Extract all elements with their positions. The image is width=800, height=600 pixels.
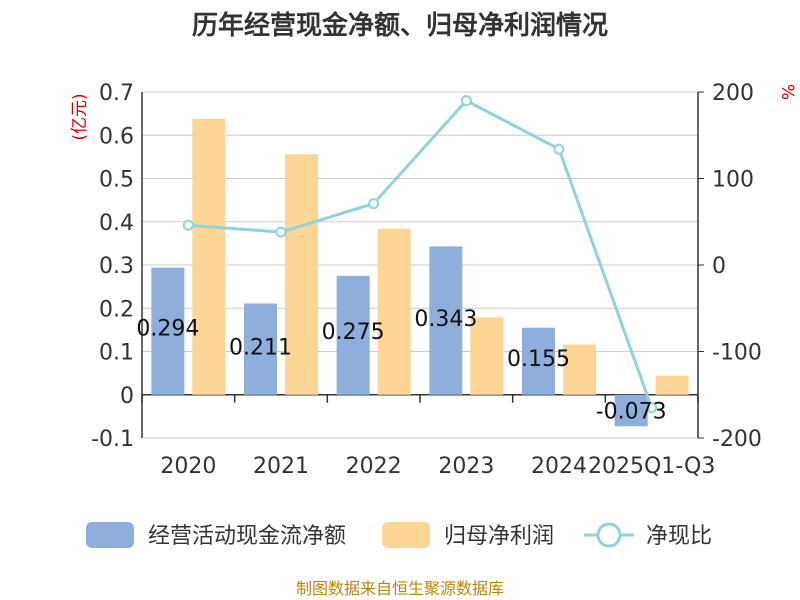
left-axis-unit: (亿元) [70, 93, 90, 140]
data-source-note: 制图数据来自恒生聚源数据库 [296, 579, 504, 598]
cash-data-label: 0.275 [322, 320, 385, 345]
left-axis-tick-label: 0.7 [99, 81, 134, 106]
left-axis-tick-label: 0 [120, 384, 134, 409]
bar-profit [563, 344, 596, 395]
legend-label-ratio: 净现比 [646, 524, 712, 549]
x-axis-category-label: 2020 [160, 454, 216, 479]
left-axis-tick-label: -0.1 [91, 427, 134, 452]
bar-cash [429, 246, 463, 395]
left-axis-tick-label: 0.4 [99, 211, 134, 236]
cash-data-label: -0.073 [596, 399, 667, 424]
cash-data-label: 0.343 [414, 307, 477, 332]
axes: -0.1 0 0.1 0.2 0.3 0.4 0.5 0.6 0.7 -200 -100 0 100 20… [91, 81, 762, 479]
legend-label-cash: 经营活动现金流净额 [148, 524, 346, 549]
bar-cash [244, 303, 277, 395]
bar-cash [614, 394, 648, 427]
ratio-point [460, 95, 472, 107]
left-axis-tick-label: 0.5 [99, 168, 134, 193]
legend: 经营活动现金流净额 归母净利润 净现比 [86, 522, 712, 549]
legend-swatch-cash [86, 522, 134, 548]
ratio-point [275, 226, 287, 238]
ratio-series-line [188, 99, 654, 409]
left-axis-tick-label: 0.2 [99, 297, 134, 322]
bar-profit [192, 118, 226, 395]
legend-label-profit: 归母净利润 [444, 524, 554, 549]
right-axis-tick-label: -200 [712, 427, 762, 452]
bar-cash [522, 327, 555, 395]
right-axis-tick-label: -100 [712, 341, 762, 366]
ratio-point [368, 198, 380, 210]
cash-data-label: 0.211 [229, 335, 292, 360]
left-axis-tick-label: 0.1 [99, 341, 134, 366]
ratio-line [182, 95, 658, 414]
bar-cash [336, 275, 370, 395]
bar-profit [470, 317, 504, 395]
x-axis-category-label: 2022 [346, 454, 402, 479]
right-axis-tick-label: 0 [712, 254, 726, 279]
right-axis-tick-label: 100 [712, 168, 754, 193]
left-axis-tick-label: 0.3 [99, 254, 134, 279]
ratio-point [553, 143, 565, 155]
x-axis-category-label: 2021 [253, 454, 309, 479]
bar-marks [151, 118, 689, 427]
bar-profit [285, 154, 318, 395]
legend-swatch-ratio-marker [596, 522, 622, 548]
x-axis-category-label: 2024 [531, 454, 587, 479]
left-axis-tick-label: 0.6 [99, 124, 134, 149]
x-axis-category-label: 2025Q1-Q3 [588, 454, 715, 479]
cash-data-label: 0.155 [507, 347, 570, 372]
ratio-point [646, 402, 658, 414]
right-axis-tick-label: 200 [712, 81, 754, 106]
legend-swatch-profit [382, 522, 430, 548]
bar-cash [151, 267, 185, 395]
right-axis-unit: % [777, 84, 797, 100]
ratio-point [182, 219, 194, 231]
chart-title: 历年经营现金净额、归母净利润情况 [192, 10, 608, 41]
bar-profit [377, 228, 411, 395]
cash-data-label: 0.294 [136, 317, 199, 342]
x-axis-category-label: 2023 [438, 454, 494, 479]
grid-lines [142, 91, 698, 439]
data-labels: 0.294 0.211 0.275 0.343 0.155 -0.073 [136, 307, 666, 425]
bar-profit [655, 375, 689, 395]
